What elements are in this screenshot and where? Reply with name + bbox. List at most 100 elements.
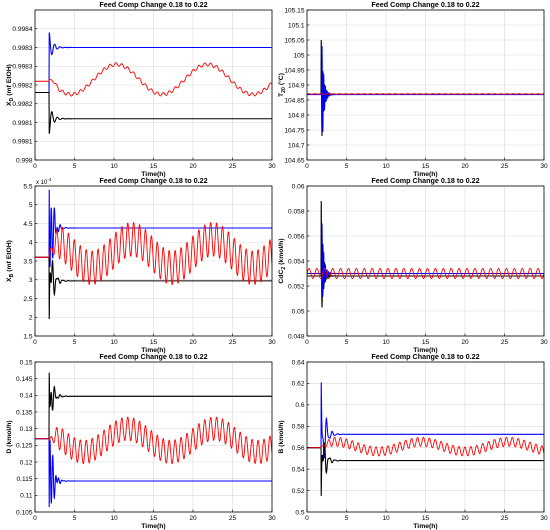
y-axis-label-unit: (°C): [277, 73, 285, 87]
y-tick-label: 0.58: [292, 424, 305, 431]
y-tick-label: 0.048: [288, 333, 305, 340]
x-tick-label: 25: [229, 339, 237, 346]
y-axis-label: CdC2 (kmol/h): [278, 238, 287, 283]
x-tick-label: 10: [382, 515, 390, 522]
x-tick-label: 5: [345, 339, 349, 346]
x-tick-label: 0: [33, 163, 37, 170]
y-tick-label: 0.14: [20, 393, 33, 400]
y-tick-label: 0.105: [16, 509, 33, 516]
x-axis-label: Time(h): [413, 347, 437, 354]
y-tick-label: 3: [29, 277, 33, 284]
y-tick-label: 0.12: [20, 459, 33, 466]
y-axis-label-subscript: 2: [281, 267, 287, 270]
series-line-3: [307, 268, 544, 279]
y-tick-label: 0.998: [16, 157, 33, 164]
y-tick-label: 3.5: [23, 258, 32, 265]
chart-title: Feed Comp Change 0.18 to 0.22: [99, 176, 207, 185]
y-axis-label: XD (mf EtOH): [6, 64, 15, 106]
y-tick-label: 0.145: [16, 376, 33, 383]
subplot-1: 0 5 10 15 20 25 30 0.998 0.9981 0.9981 0.9982 0.998…: [6, 0, 276, 178]
x-tick-label: 10: [382, 163, 390, 170]
y-axis-label-main: X: [6, 101, 13, 106]
y-tick-label: 0.56: [292, 445, 305, 452]
y-tick-label: 4.5: [23, 221, 32, 228]
y-tick-label: 5.5: [23, 183, 32, 190]
subplot-3: 0 5 10 15 20 25 30 1.5 2 2.5 3 3.5 4 4.5 5 5.5 Feed Comp…: [6, 176, 276, 354]
y-tick-label: 0.13: [20, 426, 33, 433]
y-axis-label-unit: (mf EtOH): [6, 64, 13, 98]
x-tick-label: 15: [150, 339, 158, 346]
series-line-3: [35, 222, 272, 285]
x-tick-label: 15: [422, 515, 430, 522]
y-axis-label-unit: (mf EtOH): [6, 240, 13, 274]
y-tick-label: 105.15: [284, 7, 305, 14]
y-tick-label: 104.8: [288, 112, 305, 119]
x-tick-label: 25: [501, 515, 509, 522]
x-tick-label: 25: [501, 163, 509, 170]
y-tick-label: 0.9982: [12, 101, 33, 108]
x-tick-label: 10: [110, 515, 118, 522]
y-axis-label: T20 (°C): [277, 73, 287, 97]
y-tick-label: 5: [29, 202, 33, 209]
y-tick-label: 0.058: [288, 208, 305, 215]
series-line-1: [35, 372, 272, 440]
chart-title: Feed Comp Change 0.18 to 0.22: [371, 352, 479, 361]
series-line-3: [307, 436, 544, 457]
y-tick-label: 104.65: [284, 157, 305, 164]
y-axis-label-unit: (kmol/h): [278, 420, 285, 448]
y-tick-label: 0.056: [288, 233, 305, 240]
y-tick-label: 104.9: [288, 82, 305, 89]
y-tick-label: 0.11: [20, 493, 33, 500]
y-axis-label-unit: (kmol/h): [278, 238, 285, 266]
x-tick-label: 25: [229, 163, 237, 170]
y-tick-label: 0.52: [292, 488, 305, 495]
y-tick-label: 2.5: [23, 296, 32, 303]
series-line-2: [35, 256, 272, 320]
y-tick-label: 105: [293, 52, 304, 59]
y-axis-exponent: x 10-4: [36, 177, 52, 186]
y-axis-label-main: X: [6, 277, 13, 282]
y-tick-label: 0.054: [288, 258, 305, 265]
y-axis-label: D (kmol/h): [6, 420, 13, 453]
y-tick-label: 0.6: [295, 402, 304, 409]
y-tick-label: 4: [29, 240, 33, 247]
series-line-1: [307, 200, 544, 308]
y-tick-label: 0.05: [292, 308, 305, 315]
series-line-2: [35, 438, 272, 508]
chart-title: Feed Comp Change 0.18 to 0.22: [371, 0, 479, 9]
x-tick-label: 15: [150, 163, 158, 170]
y-axis-label-main: T: [278, 92, 285, 97]
y-tick-label: 2: [29, 315, 33, 322]
x-tick-label: 30: [268, 515, 276, 522]
y-tick-label: 0.64: [292, 359, 305, 366]
y-axis-label-unit: (kmol/h): [6, 420, 13, 448]
y-tick-label: 0.052: [288, 283, 305, 290]
x-axis-label: Time(h): [141, 347, 165, 354]
y-axis-label-main: B: [278, 449, 285, 454]
y-tick-label: 0.9983: [12, 45, 33, 52]
x-tick-label: 5: [73, 339, 77, 346]
x-tick-label: 20: [189, 163, 197, 170]
y-tick-label: 105.05: [284, 37, 305, 44]
chart-title: Feed Comp Change 0.18 to 0.22: [99, 0, 207, 9]
y-axis-label-subscript: 20: [281, 87, 287, 93]
y-axis-label-subscript: B: [9, 273, 15, 277]
x-axis-label: Time(h): [141, 523, 165, 530]
subplot-2: 0 5 10 15 20 25 30 104.65 104.7 104.75 104.8 104.85…: [277, 0, 548, 178]
y-axis-label-main: CdC: [278, 270, 285, 284]
subplot-5: 0 5 10 15 20 25 30 0.105 0.11 0.115 0.12 0.125 0.13 0…: [6, 352, 276, 530]
y-tick-label: 0.9983: [12, 64, 33, 71]
x-tick-label: 10: [382, 339, 390, 346]
y-tick-label: 104.7: [288, 142, 305, 149]
x-tick-label: 0: [33, 515, 37, 522]
x-tick-label: 20: [461, 339, 469, 346]
series-line-3: [35, 416, 272, 465]
x-tick-label: 30: [540, 515, 548, 522]
y-tick-label: 0.135: [16, 409, 33, 416]
x-tick-label: 0: [33, 339, 37, 346]
x-tick-label: 30: [540, 339, 548, 346]
x-tick-label: 5: [345, 163, 349, 170]
x-tick-label: 25: [229, 515, 237, 522]
y-tick-label: 1.5: [23, 333, 32, 340]
